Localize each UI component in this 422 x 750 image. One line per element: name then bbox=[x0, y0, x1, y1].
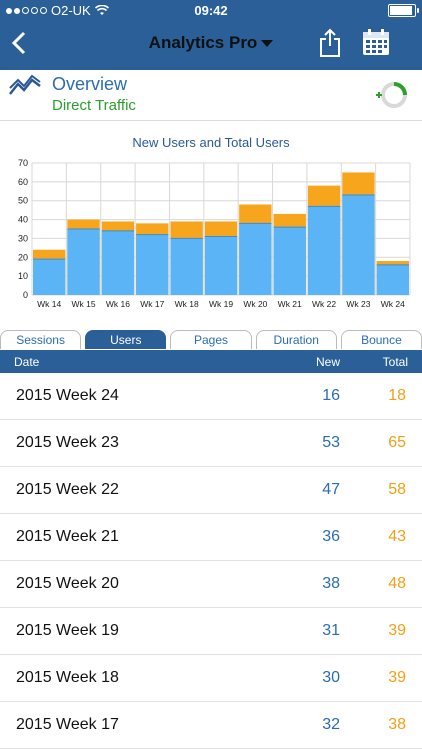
y-tick-label: 20 bbox=[18, 252, 28, 262]
share-button[interactable] bbox=[318, 28, 342, 58]
row-total: 43 bbox=[388, 528, 406, 545]
x-tick-label: Wk 14 bbox=[37, 299, 61, 309]
bar-new bbox=[33, 259, 66, 295]
y-tick-label: 50 bbox=[18, 196, 28, 206]
row-total: 48 bbox=[388, 575, 406, 592]
x-tick-label: Wk 24 bbox=[381, 299, 405, 309]
row-total: 18 bbox=[388, 387, 406, 404]
caret-down-icon bbox=[261, 40, 274, 48]
row-new: 16 bbox=[322, 387, 340, 404]
calendar-icon bbox=[363, 29, 389, 55]
row-date: 2015 Week 19 bbox=[16, 622, 119, 639]
row-total: 58 bbox=[388, 481, 406, 498]
bar-new bbox=[376, 264, 409, 295]
table-row[interactable]: 2015 Week 24 16 18 bbox=[0, 373, 422, 420]
row-date: 2015 Week 22 bbox=[16, 481, 119, 498]
calendar-button[interactable] bbox=[362, 28, 390, 56]
row-date: 2015 Week 20 bbox=[16, 575, 119, 592]
x-tick-label: Wk 21 bbox=[278, 299, 302, 309]
users-bar-chart: 0 10 20 30 40 50 60 70 Wk 14 Wk 15 Wk 16 Wk 17 Wk 18… bbox=[18, 158, 411, 309]
row-new: 38 bbox=[322, 575, 340, 592]
carrier-name: O2-UK bbox=[51, 3, 91, 18]
status-bar: O2-UK 09:42 bbox=[0, 0, 422, 22]
table-header: Date New Total bbox=[0, 350, 422, 373]
x-tick-label: Wk 19 bbox=[209, 299, 233, 309]
row-new: 32 bbox=[322, 716, 340, 733]
x-tick-label: Wk 23 bbox=[346, 299, 370, 309]
x-tick-label: Wk 17 bbox=[140, 299, 164, 309]
battery-icon bbox=[388, 4, 419, 17]
wifi-icon bbox=[94, 5, 109, 15]
overview-subtitle: Direct Traffic bbox=[52, 97, 136, 114]
chart-title: New Users and Total Users bbox=[132, 135, 290, 150]
row-new: 47 bbox=[322, 481, 340, 498]
tab-bounce[interactable]: Bounce bbox=[340, 330, 422, 349]
table-row[interactable]: 2015 Week 21 36 43 bbox=[0, 514, 422, 561]
table-row[interactable]: 2015 Week 23 53 65 bbox=[0, 420, 422, 467]
row-date: 2015 Week 18 bbox=[16, 669, 119, 686]
carrier-signal: O2-UK bbox=[6, 3, 109, 18]
y-tick-label: 60 bbox=[18, 177, 28, 187]
y-tick-label: 10 bbox=[18, 271, 28, 281]
bar-new bbox=[101, 230, 135, 295]
table-row[interactable]: 2015 Week 20 38 48 bbox=[0, 561, 422, 608]
tab-sessions[interactable]: Sessions bbox=[0, 330, 82, 349]
bar-new bbox=[342, 195, 375, 295]
trend-chart-icon bbox=[9, 74, 41, 95]
row-new: 31 bbox=[322, 622, 340, 639]
app-title-dropdown[interactable]: Analytics Pro bbox=[0, 33, 422, 53]
x-tick-label: Wk 22 bbox=[312, 299, 336, 309]
x-tick-label: Wk 20 bbox=[243, 299, 267, 309]
signal-strength-icon bbox=[6, 7, 47, 14]
navigation-bar: O2-UK 09:42 Analytics Pro bbox=[0, 0, 422, 70]
x-tick-label: Wk 18 bbox=[175, 299, 199, 309]
bar-new bbox=[307, 206, 341, 295]
row-date: 2015 Week 23 bbox=[16, 434, 119, 451]
row-total: 39 bbox=[388, 669, 406, 686]
bar-new bbox=[67, 229, 100, 295]
table-row[interactable]: 2015 Week 22 47 58 bbox=[0, 467, 422, 514]
add-segment-icon[interactable] bbox=[372, 76, 410, 114]
y-tick-label: 70 bbox=[18, 158, 28, 168]
bar-new bbox=[239, 223, 272, 295]
row-date: 2015 Week 21 bbox=[16, 528, 119, 545]
header-total: Total bbox=[382, 355, 408, 369]
header-date: Date bbox=[14, 355, 40, 369]
back-button[interactable] bbox=[10, 30, 34, 58]
bar-new bbox=[204, 236, 238, 295]
x-tick-label: Wk 16 bbox=[106, 299, 130, 309]
y-tick-label: 40 bbox=[18, 215, 28, 225]
bar-new bbox=[136, 234, 169, 295]
app-title: Analytics Pro bbox=[148, 33, 258, 52]
header-new: New bbox=[315, 355, 340, 369]
row-date: 2015 Week 24 bbox=[16, 387, 119, 404]
row-new: 53 bbox=[322, 434, 340, 451]
metric-tabs: Sessions Users Pages Duration Bounce bbox=[0, 330, 422, 350]
row-new: 36 bbox=[322, 528, 340, 545]
y-tick-label: 30 bbox=[18, 233, 28, 243]
share-icon bbox=[320, 28, 340, 57]
row-total: 39 bbox=[388, 622, 406, 639]
x-tick-label: Wk 15 bbox=[71, 299, 95, 309]
y-tick-label: 0 bbox=[23, 290, 28, 300]
table-row[interactable]: 2015 Week 18 30 39 bbox=[0, 655, 422, 702]
row-new: 30 bbox=[322, 669, 340, 686]
status-time: 09:42 bbox=[194, 3, 228, 18]
tab-pages[interactable]: Pages bbox=[170, 330, 252, 349]
tab-duration[interactable]: Duration bbox=[255, 330, 337, 349]
table-row[interactable]: 2015 Week 17 32 38 bbox=[0, 702, 422, 749]
row-total: 65 bbox=[388, 434, 406, 451]
table-row[interactable]: 2015 Week 19 31 39 bbox=[0, 608, 422, 655]
row-total: 38 bbox=[388, 716, 406, 733]
chevron-left-icon bbox=[11, 31, 26, 55]
overview-header: Overview Direct Traffic bbox=[0, 70, 422, 121]
tab-users[interactable]: Users bbox=[85, 330, 167, 349]
overview-title: Overview bbox=[52, 74, 128, 94]
bar-new bbox=[273, 227, 306, 295]
row-date: 2015 Week 17 bbox=[16, 716, 119, 733]
data-table: 2015 Week 24 16 18 2015 Week 23 53 65 20… bbox=[0, 373, 422, 749]
bar-new bbox=[170, 238, 203, 295]
